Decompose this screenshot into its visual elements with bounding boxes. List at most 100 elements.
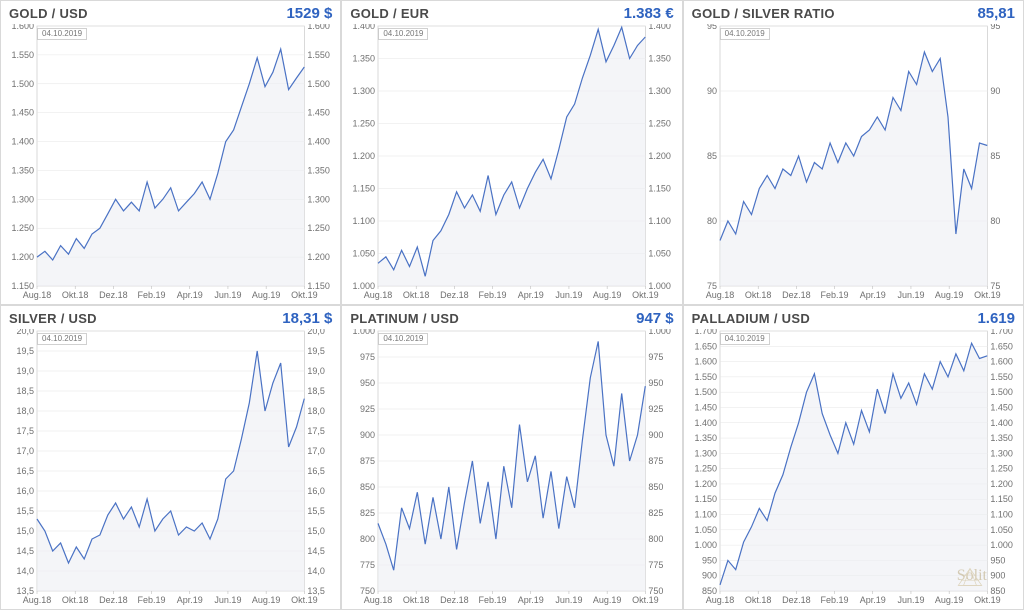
svg-text:Okt.18: Okt.18 — [745, 595, 772, 605]
svg-text:1.150: 1.150 — [353, 184, 376, 194]
svg-text:Aug.18: Aug.18 — [23, 290, 52, 300]
svg-text:1.000: 1.000 — [353, 329, 376, 336]
chart-svg: 1.1501.1501.2001.2001.2501.2501.3001.300… — [7, 24, 334, 302]
svg-text:Okt.19: Okt.19 — [291, 290, 318, 300]
chart-grid: GOLD / USD 1529 $ 04.10.2019 1.1501.1501… — [0, 0, 1024, 610]
svg-text:1.300: 1.300 — [353, 86, 376, 96]
svg-text:1.350: 1.350 — [11, 165, 34, 175]
svg-text:950: 950 — [990, 555, 1005, 565]
svg-text:Okt.18: Okt.18 — [403, 290, 430, 300]
svg-text:850: 850 — [649, 482, 664, 492]
chart-svg: 7507507757758008008258258508508758759009… — [348, 329, 675, 607]
chart-current-value: 18,31 $ — [282, 310, 332, 327]
svg-text:1.450: 1.450 — [990, 402, 1013, 412]
svg-text:775: 775 — [649, 560, 664, 570]
chart-area: 04.10.2019 13,513,514,014,014,514,515,01… — [7, 329, 334, 607]
panel-palladium-usd: PALLADIUM / USD 1.619 04.10.2019 8508509… — [683, 305, 1024, 610]
svg-text:1.100: 1.100 — [353, 216, 376, 226]
svg-text:1.450: 1.450 — [11, 108, 34, 118]
svg-text:1.600: 1.600 — [11, 24, 34, 31]
svg-text:1.300: 1.300 — [990, 448, 1013, 458]
svg-text:Apr.19: Apr.19 — [177, 595, 203, 605]
svg-text:1.400: 1.400 — [307, 137, 330, 147]
svg-text:1.100: 1.100 — [694, 510, 717, 520]
svg-text:15,5: 15,5 — [16, 506, 34, 516]
chart-title: PLATINUM / USD — [350, 311, 459, 326]
svg-text:1.550: 1.550 — [694, 372, 717, 382]
svg-text:1.200: 1.200 — [307, 252, 330, 262]
chart-current-value: 947 $ — [636, 310, 674, 327]
chart-title: GOLD / SILVER RATIO — [692, 6, 835, 21]
svg-text:1.400: 1.400 — [694, 418, 717, 428]
svg-text:Feb.19: Feb.19 — [820, 290, 848, 300]
svg-text:825: 825 — [649, 508, 664, 518]
panel-gold-eur: GOLD / EUR 1.383 € 04.10.2019 1.0001.000… — [341, 0, 682, 305]
svg-text:17,0: 17,0 — [307, 446, 325, 456]
svg-text:1.200: 1.200 — [11, 252, 34, 262]
svg-text:Feb.19: Feb.19 — [479, 595, 507, 605]
svg-text:80: 80 — [707, 216, 717, 226]
svg-text:Aug.19: Aug.19 — [935, 290, 964, 300]
svg-text:Jun.19: Jun.19 — [556, 595, 583, 605]
svg-text:1.350: 1.350 — [649, 54, 672, 64]
svg-text:Okt.18: Okt.18 — [403, 595, 430, 605]
svg-text:1.400: 1.400 — [11, 137, 34, 147]
svg-text:19,0: 19,0 — [307, 366, 325, 376]
svg-text:14,0: 14,0 — [16, 566, 34, 576]
svg-text:Okt.19: Okt.19 — [974, 595, 1001, 605]
svg-text:975: 975 — [360, 352, 375, 362]
svg-text:Dez.18: Dez.18 — [440, 290, 469, 300]
svg-text:14,5: 14,5 — [16, 546, 34, 556]
svg-text:Okt.18: Okt.18 — [745, 290, 772, 300]
panel-header: GOLD / USD 1529 $ — [7, 5, 334, 24]
panel-gold-usd: GOLD / USD 1529 $ 04.10.2019 1.1501.1501… — [0, 0, 341, 305]
svg-text:Dez.18: Dez.18 — [99, 595, 128, 605]
chart-title: GOLD / EUR — [350, 6, 429, 21]
svg-text:1.150: 1.150 — [990, 494, 1013, 504]
svg-text:1.550: 1.550 — [307, 50, 330, 60]
svg-text:Aug.19: Aug.19 — [593, 290, 622, 300]
svg-text:18,0: 18,0 — [307, 406, 325, 416]
svg-text:16,0: 16,0 — [16, 486, 34, 496]
svg-text:Jun.19: Jun.19 — [897, 290, 924, 300]
chart-svg: 8508509009009509501.0001.0001.0501.0501.… — [690, 329, 1017, 607]
svg-text:900: 900 — [649, 430, 664, 440]
chart-svg: 75758080858590909595Aug.18Okt.18Dez.18Fe… — [690, 24, 1017, 302]
svg-text:900: 900 — [360, 430, 375, 440]
svg-text:1.450: 1.450 — [307, 108, 330, 118]
panel-header: GOLD / SILVER RATIO 85,81 — [690, 5, 1017, 24]
chart-svg: 1.0001.0001.0501.0501.1001.1001.1501.150… — [348, 24, 675, 302]
svg-text:85: 85 — [990, 151, 1000, 161]
svg-text:1.500: 1.500 — [990, 387, 1013, 397]
svg-text:850: 850 — [360, 482, 375, 492]
svg-text:1.650: 1.650 — [694, 341, 717, 351]
svg-text:1.500: 1.500 — [307, 79, 330, 89]
svg-text:925: 925 — [360, 404, 375, 414]
svg-text:900: 900 — [990, 571, 1005, 581]
svg-text:Apr.19: Apr.19 — [518, 290, 544, 300]
chart-title: GOLD / USD — [9, 6, 88, 21]
chart-area: 04.10.2019 1.0001.0001.0501.0501.1001.10… — [348, 24, 675, 302]
svg-text:1.000: 1.000 — [694, 540, 717, 550]
svg-text:15,0: 15,0 — [307, 526, 325, 536]
svg-text:Feb.19: Feb.19 — [138, 595, 166, 605]
svg-text:Feb.19: Feb.19 — [479, 290, 507, 300]
panel-header: PALLADIUM / USD 1.619 — [690, 310, 1017, 329]
svg-text:1.500: 1.500 — [694, 387, 717, 397]
brand-logo: Solit — [957, 567, 987, 585]
svg-text:Aug.19: Aug.19 — [593, 595, 622, 605]
svg-text:Apr.19: Apr.19 — [518, 595, 544, 605]
panel-gold-silver-ratio: GOLD / SILVER RATIO 85,81 04.10.2019 757… — [683, 0, 1024, 305]
svg-text:Dez.18: Dez.18 — [440, 595, 469, 605]
svg-text:1.200: 1.200 — [649, 151, 672, 161]
svg-text:Jun.19: Jun.19 — [556, 290, 583, 300]
svg-text:Apr.19: Apr.19 — [859, 595, 885, 605]
svg-text:1.550: 1.550 — [990, 372, 1013, 382]
svg-text:1.450: 1.450 — [694, 402, 717, 412]
svg-text:1.050: 1.050 — [990, 525, 1013, 535]
svg-text:875: 875 — [649, 456, 664, 466]
chart-area: 04.10.2019 1.1501.1501.2001.2001.2501.25… — [7, 24, 334, 302]
svg-text:1.300: 1.300 — [694, 448, 717, 458]
svg-text:19,5: 19,5 — [307, 346, 325, 356]
svg-text:85: 85 — [707, 151, 717, 161]
